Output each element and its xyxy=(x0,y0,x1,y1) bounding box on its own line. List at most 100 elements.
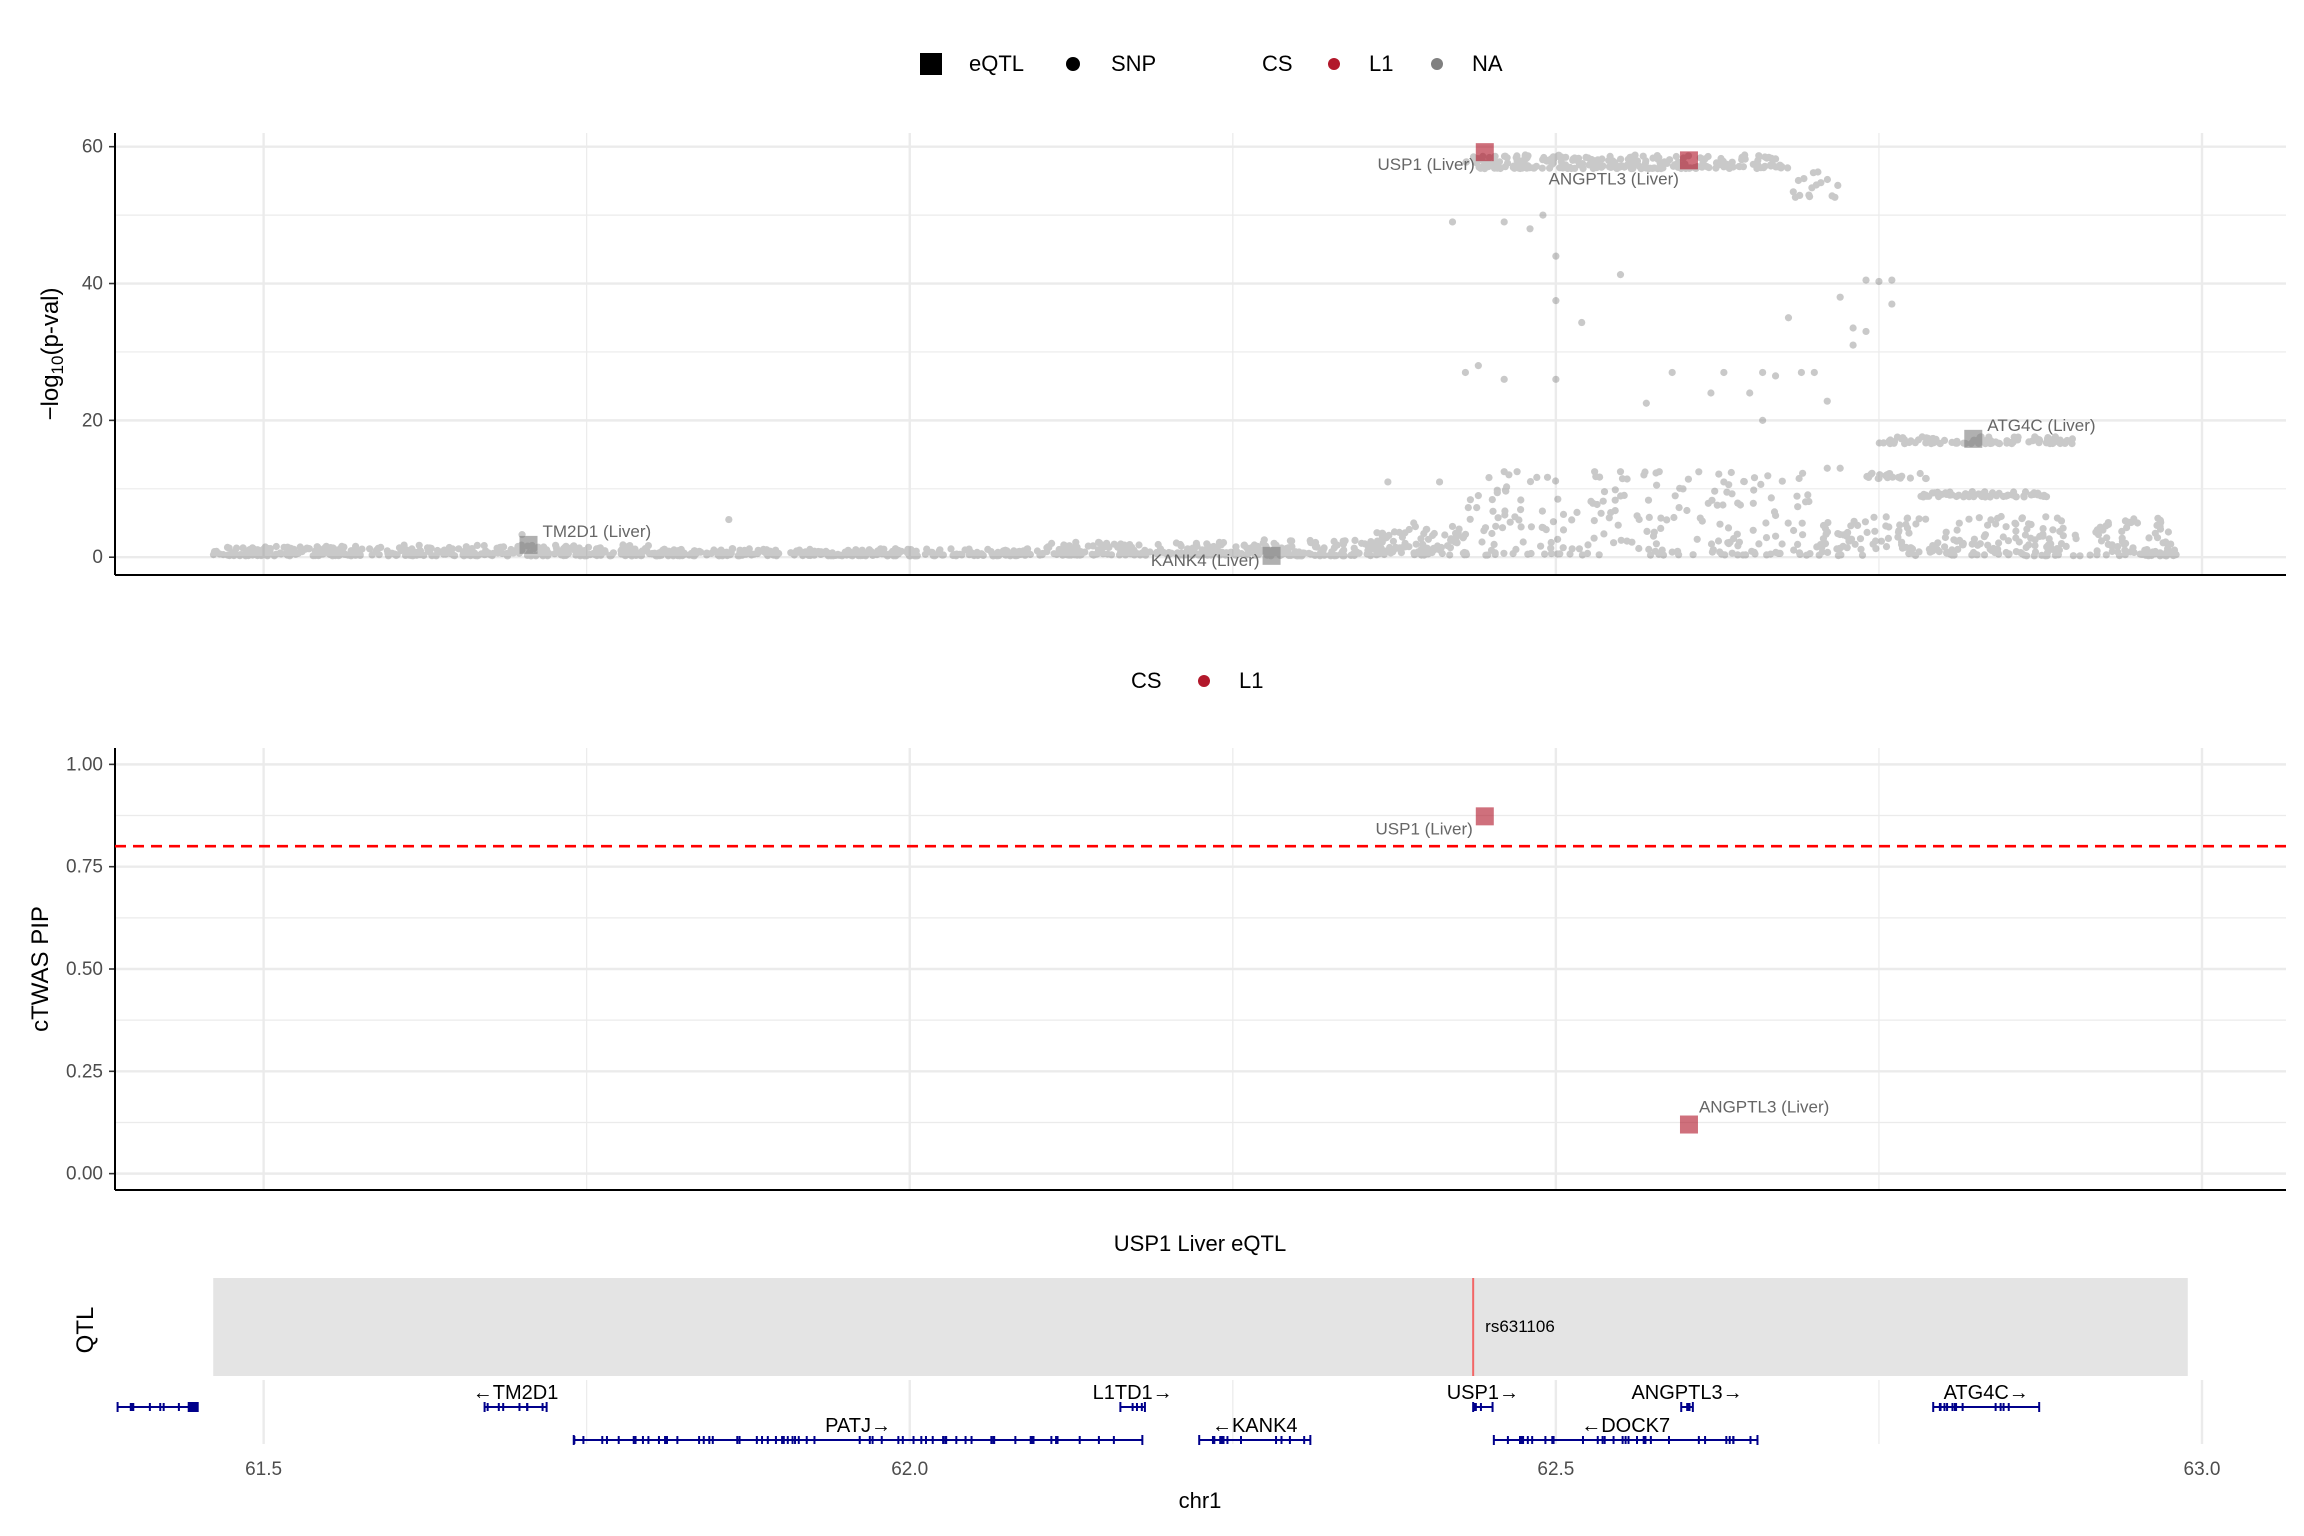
snp-point xyxy=(1988,546,1996,555)
snp-point xyxy=(1130,551,1138,559)
snp-point xyxy=(460,552,468,560)
snp-point xyxy=(997,550,1006,558)
snp-point xyxy=(1644,165,1652,173)
snp-point xyxy=(1987,437,1995,445)
snp-point xyxy=(1089,542,1097,550)
snp-point xyxy=(1883,474,1892,482)
snp-point xyxy=(1734,499,1742,507)
snp-point xyxy=(2032,436,2040,444)
snp-point xyxy=(2020,492,2028,500)
snp-point xyxy=(606,552,614,560)
snp-point xyxy=(1898,538,1906,546)
snp-point xyxy=(377,543,385,552)
snp-point xyxy=(266,547,274,555)
snp-point xyxy=(2162,538,2170,546)
snp-point xyxy=(1420,530,1428,538)
snp-point xyxy=(1714,161,1722,169)
snp-point xyxy=(325,550,333,558)
snp-point xyxy=(1600,488,1609,496)
snp-point xyxy=(2130,515,2138,523)
snp-point xyxy=(1903,524,1912,532)
snp-point xyxy=(1094,546,1102,554)
snp-point xyxy=(2043,552,2051,560)
snp-point xyxy=(657,551,665,559)
snp-point xyxy=(366,545,374,553)
snp-point xyxy=(2015,538,2023,546)
snp-point xyxy=(1347,551,1355,560)
snp-point xyxy=(1547,155,1555,163)
snp-point xyxy=(1552,477,1560,485)
snp-point xyxy=(1961,490,1970,498)
snp-point xyxy=(1812,181,1820,189)
snp-point xyxy=(1632,158,1640,166)
snp-point xyxy=(1610,539,1618,547)
snp-point xyxy=(1065,551,1073,559)
gene-model: ←KANK4 xyxy=(1198,1415,1312,1445)
snp-point xyxy=(1698,163,1706,171)
snp-point xyxy=(1363,550,1371,558)
snp-point xyxy=(908,550,917,558)
snp-point xyxy=(2053,550,2061,559)
snp-point xyxy=(283,551,292,559)
snp-point xyxy=(1778,477,1786,485)
snp-point xyxy=(1417,535,1425,543)
snp-point xyxy=(892,552,900,560)
snp-point xyxy=(1543,473,1552,481)
snp-point xyxy=(339,549,348,557)
snp-point xyxy=(1854,521,1862,530)
snp-point xyxy=(1217,540,1225,548)
snp-point xyxy=(1746,389,1754,397)
gwas-y-axis-label: −log10(p-val) xyxy=(37,288,67,421)
snp-point xyxy=(2108,542,2116,551)
snp-point xyxy=(1741,155,1749,163)
gene-label: PATJ→ xyxy=(825,1415,891,1437)
snp-point xyxy=(504,549,512,557)
snp-point xyxy=(2124,519,2132,528)
snp-point xyxy=(1907,549,1915,557)
snp-point xyxy=(1524,152,1532,160)
snp-point xyxy=(260,545,268,553)
eqtl-gene-point xyxy=(1679,151,1698,170)
gene-label: USP1→ xyxy=(1447,1382,1519,1404)
snp-point xyxy=(1511,513,1519,521)
snp-point xyxy=(1422,525,1430,534)
snp-point xyxy=(1164,551,1172,559)
snp-point xyxy=(717,550,725,558)
snp-point xyxy=(477,550,485,558)
snp-point xyxy=(1517,496,1525,504)
snp-point xyxy=(1561,161,1570,169)
snp-point xyxy=(1001,546,1010,554)
snp-point xyxy=(239,544,247,552)
snp-point xyxy=(1530,164,1538,172)
snp-point xyxy=(1521,152,1529,160)
snp-point xyxy=(1073,551,1081,559)
snp-point xyxy=(1905,438,1913,447)
snp-point xyxy=(1649,532,1658,540)
snp-point xyxy=(1070,551,1079,559)
snp-point xyxy=(1380,550,1388,559)
snp-point xyxy=(1810,368,1818,377)
snp-point xyxy=(874,547,882,555)
snp-point xyxy=(356,551,364,560)
snp-point xyxy=(1202,546,1210,554)
snp-point xyxy=(1978,490,1986,498)
snp-point xyxy=(1629,164,1637,173)
snp-point xyxy=(1481,524,1490,532)
snp-point xyxy=(1863,528,1871,537)
snp-point xyxy=(1311,543,1319,551)
gene-model: L1TD1→ xyxy=(1093,1382,1173,1412)
snp-point xyxy=(1767,162,1775,170)
snp-point xyxy=(2069,552,2077,560)
snp-point xyxy=(1424,550,1432,558)
snp-point xyxy=(1980,551,1989,559)
snp-point xyxy=(1862,327,1870,336)
snp-point xyxy=(1389,537,1397,545)
snp-point xyxy=(305,545,313,553)
snp-point xyxy=(1228,549,1236,558)
snp-point xyxy=(460,551,469,559)
snp-point xyxy=(2136,550,2144,558)
snp-point xyxy=(1033,547,1041,555)
snp-point xyxy=(1819,535,1827,543)
snp-point xyxy=(595,544,603,553)
snp-point xyxy=(961,546,969,554)
